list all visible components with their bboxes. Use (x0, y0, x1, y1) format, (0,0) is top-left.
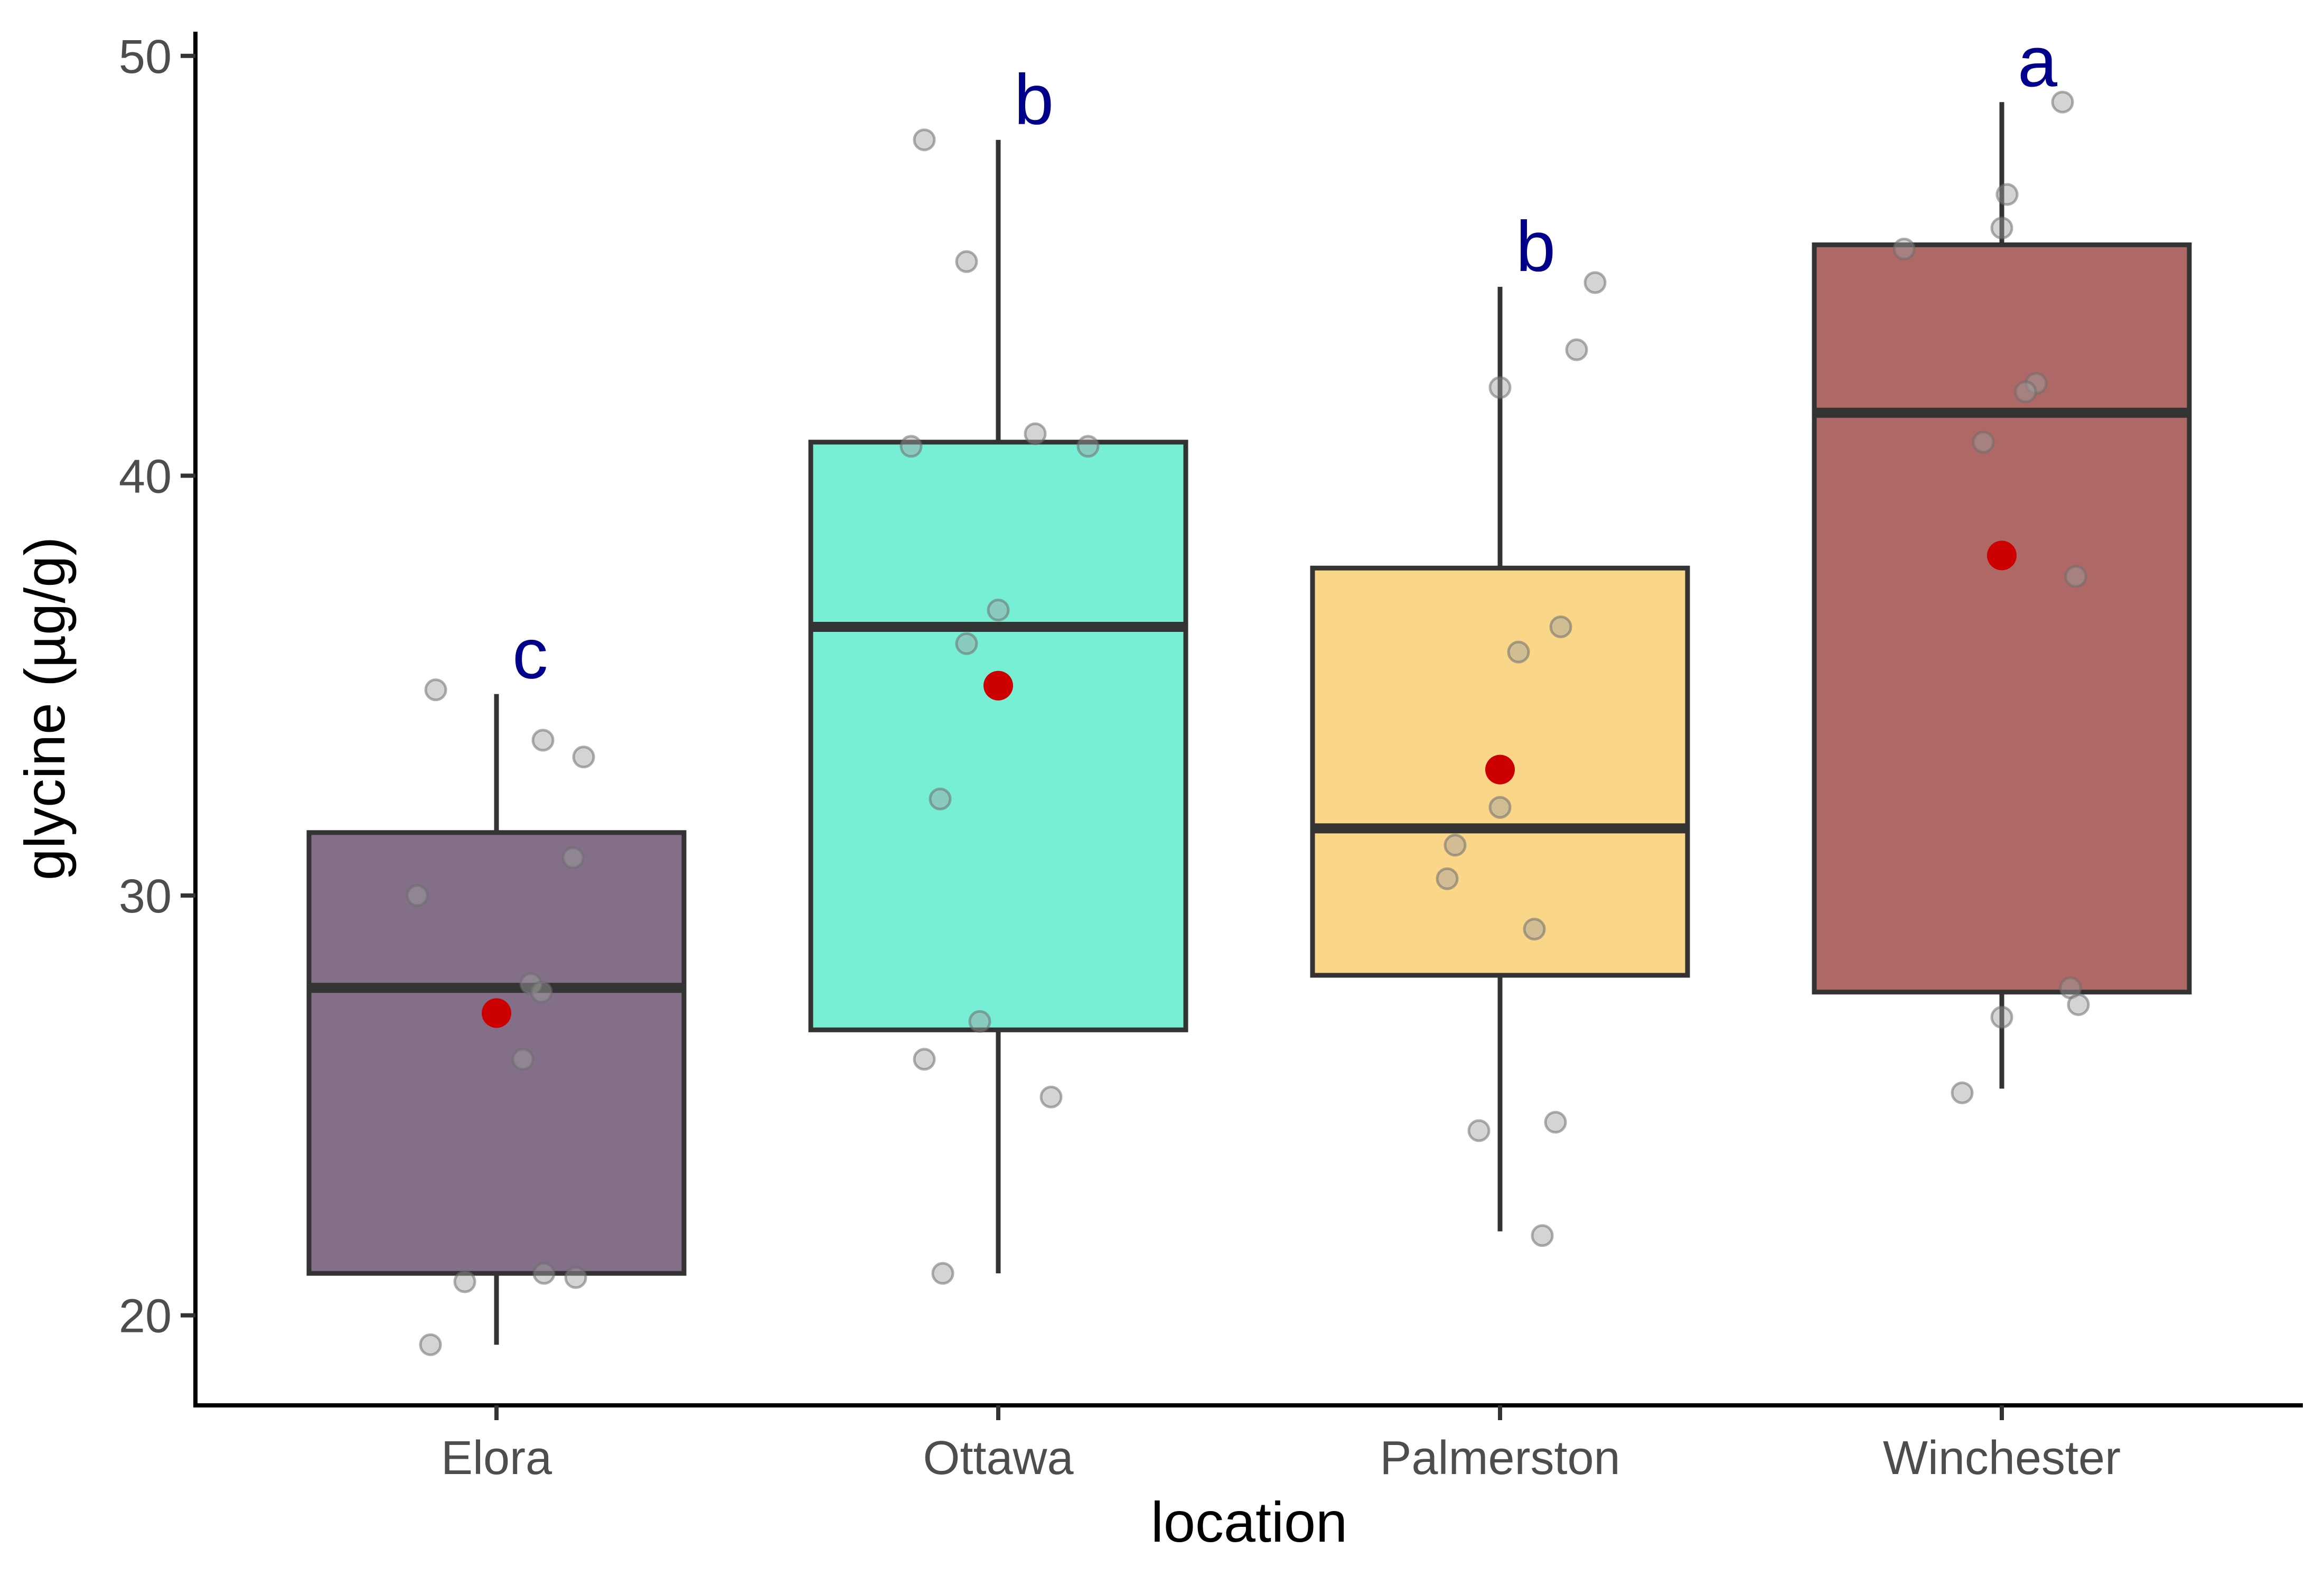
data-point-winchester (2051, 90, 2074, 114)
x-tick-label: Elora (441, 1432, 552, 1485)
data-point-elora (511, 1048, 535, 1071)
y-tick-label: 40 (119, 450, 172, 503)
box-ottawa (808, 440, 1188, 1032)
mean-point-palmerston (1485, 754, 1515, 785)
data-point-ottawa (931, 1262, 954, 1285)
significance-letter-winchester: a (2018, 22, 2058, 101)
data-point-ottawa (913, 1048, 936, 1071)
data-point-winchester (2014, 380, 2037, 403)
box-winchester (1812, 242, 2192, 995)
axes: 20 30 40 50 Elora Ottawa Palmerston Winchester (119, 31, 2303, 1485)
box-elora (306, 830, 687, 1276)
box-group-elora: c (306, 614, 687, 1356)
x-tick-label: Winchester (1883, 1432, 2121, 1485)
data-point-palmerston (1565, 338, 1588, 361)
y-tick-label: 20 (119, 1290, 172, 1343)
data-point-ottawa (987, 599, 1010, 622)
box-group-ottawa: b (808, 60, 1188, 1285)
data-point-elora (531, 729, 555, 752)
data-point-elora (419, 1333, 442, 1356)
data-point-winchester (1995, 183, 2019, 206)
data-point-ottawa (913, 128, 936, 152)
data-point-palmerston (1549, 615, 1572, 638)
data-point-elora (424, 678, 447, 702)
data-point-ottawa (968, 1010, 991, 1033)
data-point-ottawa (929, 787, 952, 810)
box-group-palmerston: b (1310, 207, 1690, 1247)
mean-point-winchester (1987, 540, 2017, 571)
y-axis-title: glycine (µg/g) (13, 537, 77, 880)
plot-area: c b b a (306, 22, 2192, 1356)
data-point-elora (530, 981, 553, 1004)
y-tick-label: 50 (119, 31, 172, 83)
data-point-elora (532, 1262, 556, 1285)
data-point-palmerston (1467, 1119, 1491, 1142)
data-point-elora (406, 884, 429, 907)
data-point-elora (572, 745, 595, 769)
y-tick-label: 30 (119, 870, 172, 923)
data-point-winchester (1951, 1081, 1974, 1104)
data-point-elora (564, 1266, 587, 1289)
data-point-winchester (2067, 993, 2090, 1017)
x-tick-label: Palmerston (1380, 1432, 1620, 1485)
data-point-elora (453, 1270, 476, 1293)
data-point-elora (561, 846, 585, 869)
data-point-ottawa (955, 250, 978, 273)
data-point-ottawa (1024, 422, 1047, 445)
x-axis-title: location (1151, 1490, 1347, 1554)
data-point-palmerston (1523, 918, 1546, 941)
data-point-palmerston (1583, 271, 1607, 294)
data-point-palmerston (1531, 1224, 1554, 1247)
data-point-palmerston (1444, 834, 1467, 857)
data-point-winchester (1972, 431, 1995, 454)
data-point-winchester (1892, 237, 1916, 260)
data-point-palmerston (1488, 796, 1512, 819)
data-point-palmerston (1544, 1111, 1567, 1134)
significance-letter-palmerston: b (1516, 207, 1555, 286)
data-point-ottawa (955, 632, 978, 655)
data-point-palmerston (1436, 867, 1459, 890)
data-point-winchester (2064, 565, 2087, 588)
mean-point-ottawa (983, 670, 1013, 701)
mean-point-elora (482, 998, 511, 1028)
significance-letter-elora: c (512, 614, 548, 694)
data-point-palmerston (1488, 376, 1512, 399)
data-point-ottawa (1076, 435, 1100, 458)
data-point-winchester (1990, 1005, 2013, 1029)
box-group-winchester: a (1812, 22, 2192, 1104)
data-point-ottawa (1039, 1085, 1063, 1108)
data-point-winchester (1990, 217, 2013, 240)
data-point-palmerston (1507, 640, 1530, 664)
x-tick-label: Ottawa (923, 1432, 1074, 1485)
significance-letter-ottawa: b (1014, 60, 1054, 139)
data-point-ottawa (899, 435, 923, 458)
